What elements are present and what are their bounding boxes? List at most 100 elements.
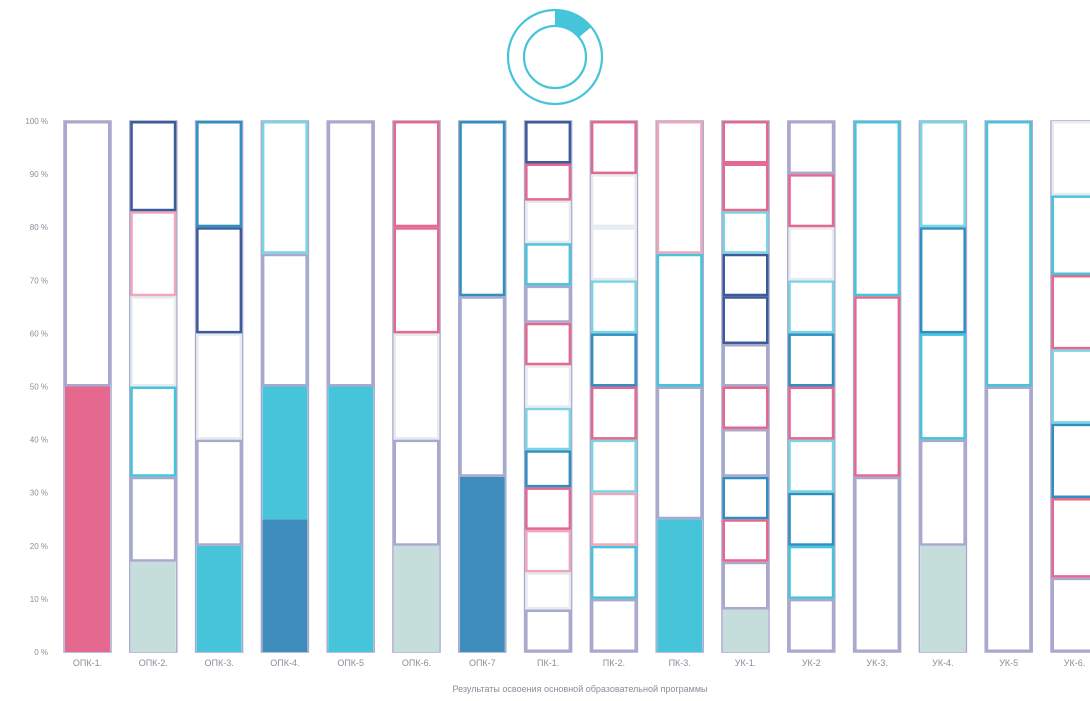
bar-УК-6. [1050, 120, 1090, 653]
bar-segment [788, 492, 835, 546]
bar-segment [722, 386, 769, 429]
bar-frame [523, 120, 573, 653]
bar-segment [196, 439, 243, 546]
bar-segment [590, 333, 637, 387]
bar-segment [985, 386, 1032, 652]
x-axis-label: Результаты освоения основной образовател… [452, 684, 707, 694]
y-tick-label: 90 % [30, 170, 48, 179]
x-tick-label: ОПК-3. [204, 658, 233, 668]
bar-frame [1050, 120, 1090, 653]
bar-segment [261, 121, 308, 254]
bar-segment [327, 121, 374, 387]
bar-ПК-1. [523, 120, 573, 653]
bar-segment [525, 529, 572, 573]
bar-segment [525, 285, 572, 323]
bar-segment [525, 365, 572, 408]
bar-segment [1051, 274, 1090, 350]
bar-segment [656, 386, 703, 520]
bar-segment [1051, 349, 1090, 424]
bar-segment [393, 333, 440, 440]
bar-segment [393, 121, 440, 228]
bar-segment [722, 163, 769, 212]
bar-segment [788, 280, 835, 334]
bar-segment [525, 609, 572, 653]
x-tick-label: ПК-1. [537, 658, 559, 668]
bar-segment [130, 211, 177, 297]
bar-segment [920, 545, 966, 652]
bar-УК-1. [721, 120, 770, 653]
bar-segment [393, 439, 440, 546]
y-tick-label: 50 % [30, 383, 48, 392]
x-tick-label: ОПК-2. [139, 658, 168, 668]
bar-segment [590, 545, 637, 599]
bar-segment [722, 211, 769, 254]
bar-segment [525, 243, 572, 286]
bar-segment [459, 121, 506, 297]
x-tick-label: УК-1. [735, 658, 756, 668]
y-tick-label: 40 % [30, 436, 48, 445]
bars [63, 120, 1090, 653]
bar-segment [590, 386, 637, 440]
bar-segment [722, 344, 769, 387]
bar-ОПК-2. [129, 120, 178, 653]
bar-segment [393, 227, 440, 334]
x-tick-label: ОПК-5 [337, 658, 364, 668]
x-tick-label: ОПК-1. [73, 658, 102, 668]
bar-segment [525, 121, 572, 164]
bar-segment [590, 227, 637, 281]
bar-segment [525, 322, 572, 366]
bar-segment [1051, 121, 1090, 196]
bar-segment [1051, 577, 1090, 652]
bar-segment [657, 519, 703, 652]
y-tick-label: 10 % [30, 595, 48, 604]
bar-segment [590, 598, 637, 653]
bar-segment [985, 121, 1032, 387]
bar-segment [328, 386, 374, 652]
bar-segment [788, 174, 835, 228]
bar-segment [590, 174, 637, 228]
bar-segment [656, 121, 703, 254]
bar-segment [722, 121, 769, 164]
bar-segment [525, 450, 572, 488]
bar-segment [854, 476, 901, 652]
bar-segment [130, 386, 177, 477]
y-axis: 0 % 10 % 20 % 30 % 40 % 50 % 60 % 70 % 80 % 90 % 1… [25, 117, 48, 657]
bar-segment [788, 545, 835, 599]
bar-segment [788, 227, 835, 281]
bar-segment [788, 439, 835, 493]
x-tick-label: УК-2 [802, 658, 821, 668]
bar-segment [722, 561, 769, 610]
y-tick-label: 0 % [34, 648, 48, 657]
bar-segment [788, 598, 835, 653]
bar-segment [722, 296, 769, 345]
bar-segment [590, 439, 637, 493]
bar-segment [1051, 195, 1090, 275]
bar-segment [656, 253, 703, 387]
bar-segment [788, 121, 835, 175]
bar-segment [130, 121, 177, 212]
donut-inner-ring [522, 24, 588, 90]
bar-segment [854, 121, 901, 297]
bar-segment [394, 545, 439, 652]
x-tick-label: УК-5 [999, 658, 1018, 668]
bar-segment [196, 545, 242, 652]
bar-ОПК-6. [392, 120, 441, 653]
bar-ОПК-7 [458, 120, 507, 653]
bar-segment [525, 572, 572, 610]
bar-segment [130, 476, 177, 562]
bar-segment [590, 121, 637, 175]
bar-ОПК-4. [260, 120, 310, 653]
bar-segment [261, 253, 308, 387]
bar-segment [525, 407, 572, 451]
x-axis: ОПК-1. ОПК-2. ОПК-3. ОПК-4. ОПК-5 ОПК-6. ОПК-7… [73, 658, 1085, 668]
progress-donut [506, 8, 604, 106]
donut-filled-slice [555, 10, 592, 38]
bar-segment [1051, 498, 1090, 578]
bar-segment [590, 280, 637, 334]
x-tick-label: ОПК-4. [270, 658, 299, 668]
bar-segment [723, 609, 768, 652]
bar-segment [722, 428, 769, 477]
bar-segment [459, 296, 506, 477]
